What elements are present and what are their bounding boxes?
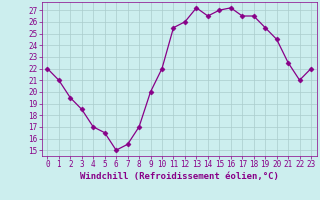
X-axis label: Windchill (Refroidissement éolien,°C): Windchill (Refroidissement éolien,°C) [80,172,279,181]
